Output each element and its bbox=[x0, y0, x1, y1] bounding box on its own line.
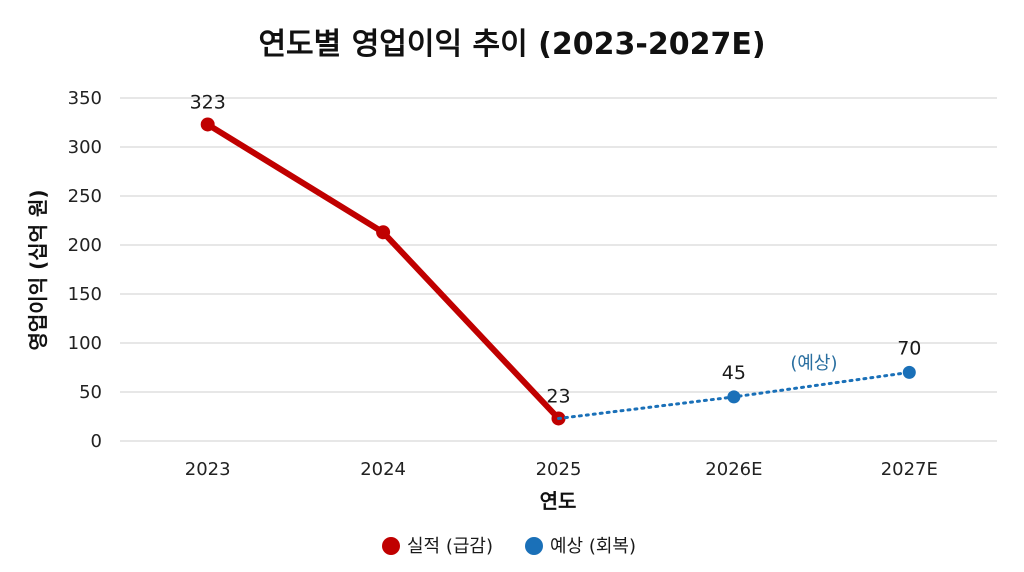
gridlines bbox=[120, 97, 997, 442]
y-tick-label: 350 bbox=[68, 88, 102, 109]
data-point bbox=[376, 225, 391, 240]
x-tick-label: 2023 bbox=[185, 459, 231, 480]
data-point bbox=[902, 365, 916, 379]
legend-marker bbox=[382, 537, 400, 555]
data-label: 70 bbox=[897, 337, 921, 359]
y-axis-ticks: 0 50 100 150 200 250 300 350 bbox=[68, 88, 102, 452]
data-point bbox=[200, 117, 215, 132]
annotations: (예상) bbox=[790, 353, 837, 374]
y-tick-label: 250 bbox=[68, 186, 102, 207]
legend-label: 실적 (급감) bbox=[407, 536, 493, 557]
y-tick-label: 50 bbox=[79, 382, 102, 403]
x-tick-label: 2027E bbox=[881, 459, 938, 480]
chart-title: 연도별 영업이익 추이 (2023-2027E) bbox=[258, 27, 765, 62]
data-labels: 323 23 45 70 bbox=[190, 91, 922, 407]
data-label: 23 bbox=[546, 385, 570, 407]
x-axis-ticks: 2023 2024 2025 2026E 2027E bbox=[185, 459, 938, 480]
x-tick-label: 2025 bbox=[536, 459, 582, 480]
legend-label: 예상 (회복) bbox=[550, 536, 636, 557]
x-axis-label: 연도 bbox=[540, 489, 577, 513]
annotation-label: (예상) bbox=[790, 353, 837, 374]
series-line-1 bbox=[206, 121, 561, 421]
series-layer bbox=[200, 117, 916, 426]
y-tick-label: 100 bbox=[68, 333, 102, 354]
x-tick-label: 2026E bbox=[705, 459, 762, 480]
legend: 실적 (급감) 예상 (회복) bbox=[382, 536, 636, 557]
y-tick-label: 150 bbox=[68, 284, 102, 305]
data-label: 45 bbox=[722, 362, 746, 384]
legend-marker bbox=[525, 537, 543, 555]
x-tick-label: 2024 bbox=[360, 459, 406, 480]
y-tick-label: 200 bbox=[68, 235, 102, 256]
y-axis-label: 영업이익 (십억 원) bbox=[26, 189, 50, 350]
y-tick-label: 300 bbox=[68, 137, 102, 158]
legend-item-1: 실적 (급감) bbox=[382, 536, 493, 557]
legend-item-2: 예상 (회복) bbox=[525, 536, 636, 557]
y-tick-label: 0 bbox=[91, 431, 102, 452]
data-label: 323 bbox=[190, 91, 226, 113]
data-point bbox=[727, 390, 741, 404]
